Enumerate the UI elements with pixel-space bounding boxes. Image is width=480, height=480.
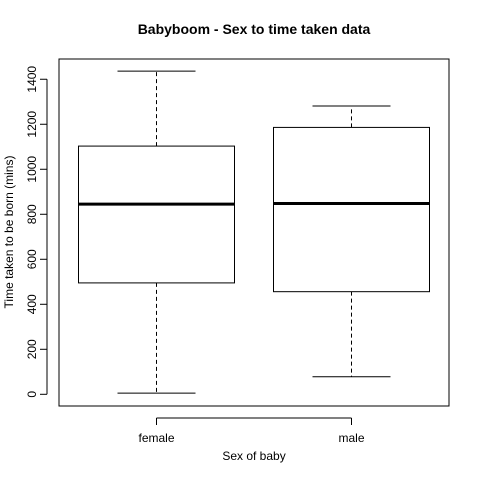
y-tick-label: 200 xyxy=(25,339,39,359)
y-tick-label: 400 xyxy=(25,294,39,314)
y-tick-label: 1200 xyxy=(25,111,39,138)
y-tick-label: 0 xyxy=(25,391,39,398)
female-box xyxy=(78,145,235,284)
x-tick-label-male: male xyxy=(338,431,364,445)
boxes-group xyxy=(78,70,430,394)
y-tick-label: 1400 xyxy=(25,66,39,93)
plot-frame xyxy=(58,58,450,407)
male-box xyxy=(273,126,430,293)
chart-title: Babyboom - Sex to time taken data xyxy=(137,21,371,37)
y-axis: 0 200 400 600 800 1000 1200 1400 xyxy=(25,66,48,398)
x-axis-label: Sex of baby xyxy=(222,449,286,463)
y-tick-label: 800 xyxy=(25,204,39,224)
y-tick-label: 600 xyxy=(25,249,39,269)
x-tick-label-female: female xyxy=(138,431,174,445)
y-tick-label: 1000 xyxy=(25,156,39,183)
x-axis: female male xyxy=(138,417,365,445)
